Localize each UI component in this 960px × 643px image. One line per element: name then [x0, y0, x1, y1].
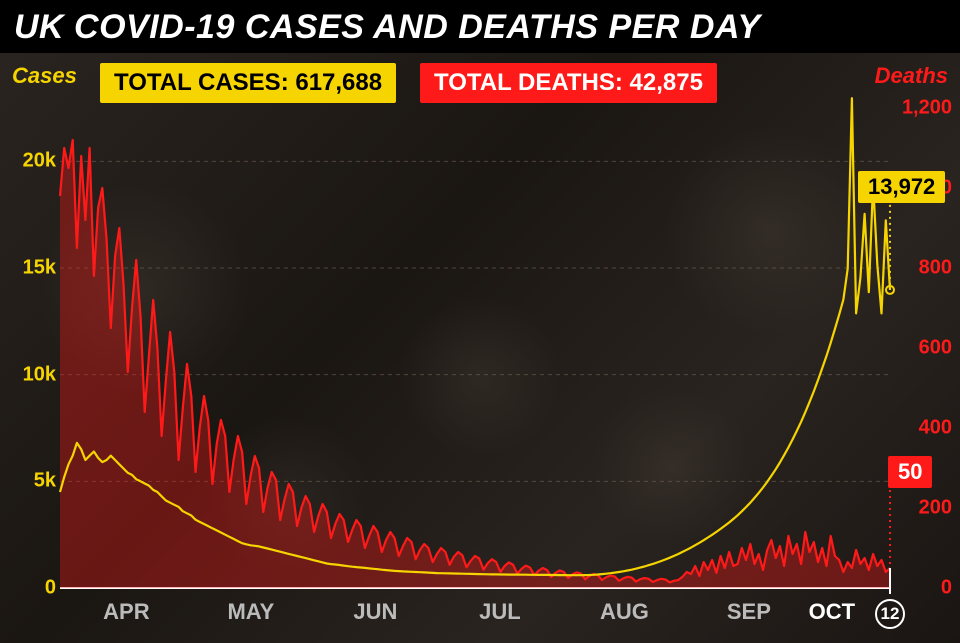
ytick-right: 400 [919, 417, 952, 440]
xtick-month: JUN [353, 599, 397, 625]
xtick-month: MAY [227, 599, 274, 625]
plot-region [60, 108, 890, 588]
chart-svg [60, 108, 890, 588]
ytick-left: 5k [4, 470, 56, 493]
ytick-left: 15k [4, 257, 56, 280]
title-bar: UK COVID-19 CASES AND DEATHS PER DAY [0, 0, 960, 53]
ytick-right: 600 [919, 337, 952, 360]
callout-cases: 13,972 [858, 171, 945, 203]
y-axis-label-deaths: Deaths [875, 63, 948, 89]
xtick-month: OCT [809, 599, 855, 625]
total-cases-badge: TOTAL CASES: 617,688 [100, 63, 396, 103]
ytick-left: 0 [4, 577, 56, 600]
ytick-right: 200 [919, 497, 952, 520]
y-axis-label-cases: Cases [12, 63, 77, 89]
total-deaths-badge: TOTAL DEATHS: 42,875 [420, 63, 717, 103]
xtick-month: AUG [600, 599, 649, 625]
ytick-right: 1,200 [902, 97, 952, 120]
ytick-right: 0 [941, 577, 952, 600]
xtick-month: APR [103, 599, 149, 625]
page-title: UK COVID-19 CASES AND DEATHS PER DAY [14, 8, 946, 47]
ytick-left: 10k [4, 363, 56, 386]
chart-area: Cases Deaths TOTAL CASES: 617,688 TOTAL … [0, 53, 960, 643]
current-day-marker: 12 [875, 599, 905, 629]
ytick-right: 800 [919, 257, 952, 280]
xtick-month: JUL [479, 599, 521, 625]
callout-deaths: 50 [888, 456, 932, 488]
ytick-left: 20k [4, 150, 56, 173]
xtick-month: SEP [727, 599, 771, 625]
